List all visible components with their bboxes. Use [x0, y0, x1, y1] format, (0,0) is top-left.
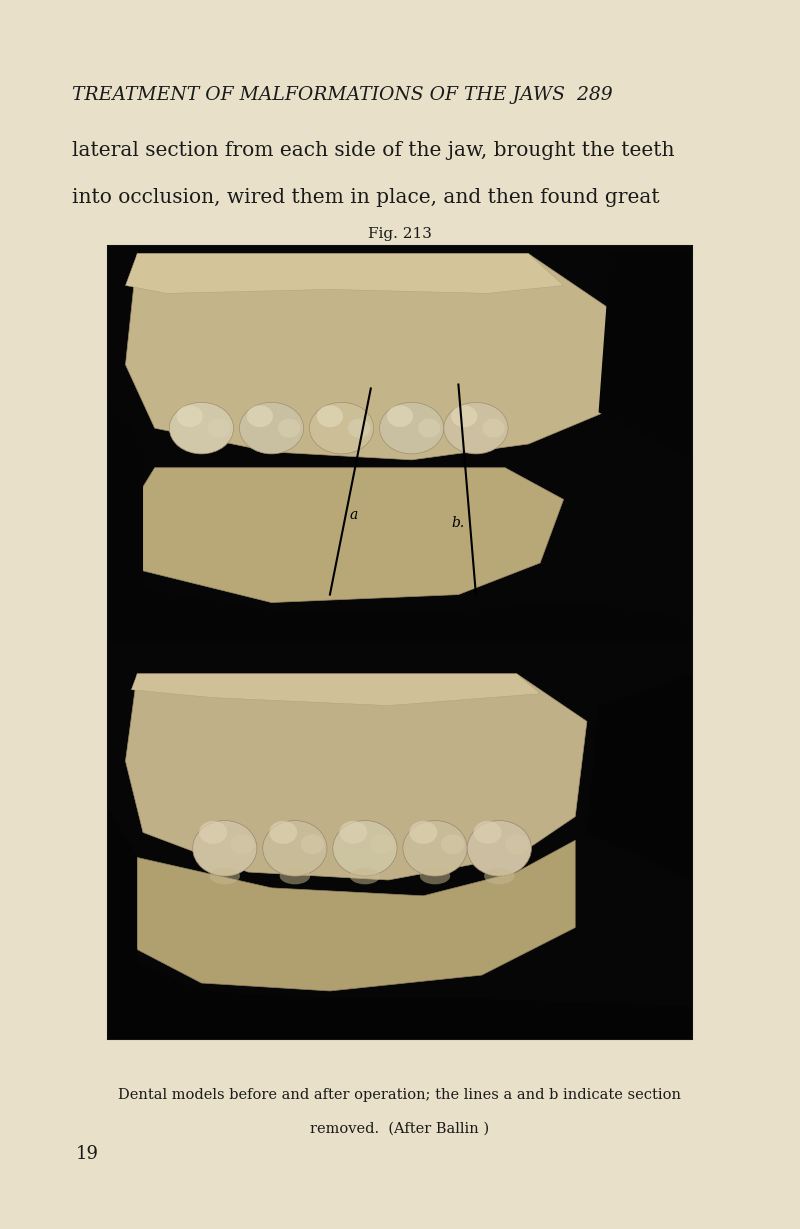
- Bar: [108, 639, 692, 644]
- Polygon shape: [108, 959, 692, 1039]
- Polygon shape: [108, 397, 143, 642]
- Ellipse shape: [177, 406, 203, 428]
- Ellipse shape: [339, 821, 367, 844]
- Polygon shape: [587, 673, 692, 880]
- Ellipse shape: [418, 419, 440, 438]
- Polygon shape: [108, 586, 692, 642]
- Ellipse shape: [348, 419, 370, 438]
- Polygon shape: [126, 253, 622, 460]
- Ellipse shape: [262, 821, 327, 876]
- Ellipse shape: [333, 821, 397, 876]
- Polygon shape: [126, 841, 575, 991]
- Polygon shape: [126, 468, 563, 602]
- Ellipse shape: [208, 419, 230, 438]
- Polygon shape: [126, 253, 563, 294]
- Ellipse shape: [269, 821, 298, 844]
- Ellipse shape: [239, 402, 304, 454]
- Ellipse shape: [474, 821, 502, 844]
- Text: removed.  (After Ballin ): removed. (After Ballin ): [310, 1122, 490, 1136]
- Text: into occlusion, wired them in place, and then found great: into occlusion, wired them in place, and…: [72, 188, 660, 206]
- Ellipse shape: [379, 402, 444, 454]
- Text: a: a: [349, 509, 358, 522]
- Ellipse shape: [350, 868, 380, 885]
- Ellipse shape: [420, 868, 450, 885]
- Polygon shape: [598, 253, 692, 460]
- Ellipse shape: [403, 821, 467, 876]
- Ellipse shape: [230, 834, 254, 854]
- Text: 19: 19: [76, 1145, 99, 1164]
- Text: Fig. 213: Fig. 213: [368, 227, 432, 241]
- Ellipse shape: [193, 821, 257, 876]
- Ellipse shape: [387, 406, 413, 428]
- Ellipse shape: [246, 406, 273, 428]
- Ellipse shape: [410, 821, 438, 844]
- Ellipse shape: [210, 868, 240, 885]
- Ellipse shape: [482, 419, 505, 438]
- Ellipse shape: [170, 402, 234, 454]
- Ellipse shape: [301, 834, 324, 854]
- Ellipse shape: [310, 402, 374, 454]
- Polygon shape: [131, 673, 540, 705]
- Ellipse shape: [484, 868, 514, 885]
- Text: TREATMENT OF MALFORMATIONS OF THE JAWS  289: TREATMENT OF MALFORMATIONS OF THE JAWS 2…: [72, 86, 613, 104]
- Text: lateral section from each side of the jaw, brought the teeth: lateral section from each side of the ja…: [72, 141, 674, 160]
- Ellipse shape: [278, 419, 300, 438]
- Ellipse shape: [451, 406, 478, 428]
- Ellipse shape: [280, 868, 310, 885]
- Polygon shape: [108, 809, 138, 1039]
- Ellipse shape: [444, 402, 508, 454]
- Text: b.: b.: [452, 516, 465, 530]
- Ellipse shape: [199, 821, 227, 844]
- Text: Dental models before and after operation; the lines a and b indicate section: Dental models before and after operation…: [118, 1088, 682, 1101]
- Bar: [108, 246, 692, 1039]
- Ellipse shape: [370, 834, 394, 854]
- Ellipse shape: [467, 821, 531, 876]
- Ellipse shape: [441, 834, 464, 854]
- Polygon shape: [126, 673, 587, 880]
- Ellipse shape: [505, 834, 529, 854]
- Ellipse shape: [317, 406, 343, 428]
